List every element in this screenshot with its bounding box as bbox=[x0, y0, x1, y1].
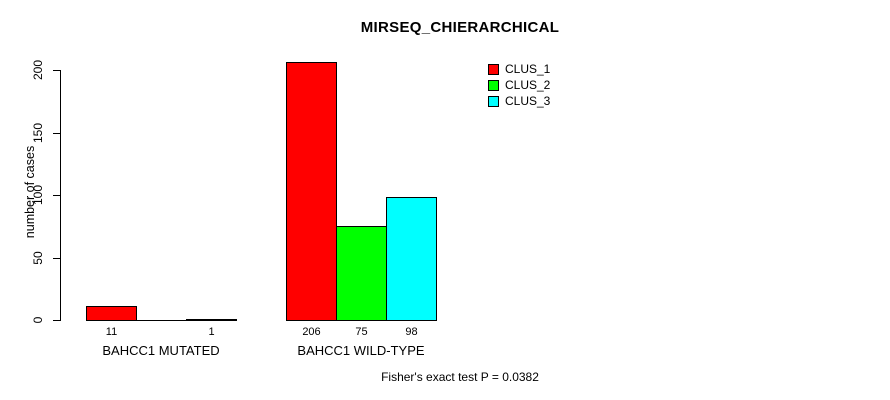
category-label: BAHCC1 WILD-TYPE bbox=[297, 343, 425, 358]
bar-value-label: 75 bbox=[355, 326, 368, 338]
y-axis-tick-label: 100 bbox=[31, 184, 45, 206]
bar-value-label: 98 bbox=[405, 326, 418, 338]
bar bbox=[286, 62, 337, 321]
y-axis-tick bbox=[53, 320, 60, 321]
y-axis-line bbox=[60, 70, 61, 321]
legend-swatch bbox=[488, 64, 499, 75]
bar-value-label: 1 bbox=[208, 326, 215, 338]
legend-swatch bbox=[488, 96, 499, 107]
legend-label: CLUS_1 bbox=[505, 62, 551, 76]
y-axis-tick bbox=[53, 195, 60, 196]
chart-title: MIRSEQ_CHIERARCHICAL bbox=[360, 19, 560, 36]
y-axis-tick-label: 0 bbox=[31, 316, 45, 324]
category-label: BAHCC1 MUTATED bbox=[102, 343, 220, 358]
bar bbox=[336, 226, 387, 321]
y-axis-tick-label: 200 bbox=[31, 59, 45, 81]
bar bbox=[136, 320, 187, 321]
y-axis-tick bbox=[53, 132, 60, 134]
legend-label: CLUS_3 bbox=[505, 94, 551, 108]
y-axis-tick-label: 50 bbox=[31, 250, 45, 265]
bar bbox=[86, 306, 137, 321]
y-axis-tick bbox=[53, 257, 60, 259]
bar bbox=[386, 197, 437, 321]
legend-label: CLUS_2 bbox=[505, 78, 551, 92]
y-axis-tick-label: 150 bbox=[31, 122, 45, 143]
y-axis-tick bbox=[53, 70, 60, 71]
annotation-text: Fisher's exact test P = 0.0382 bbox=[381, 370, 539, 384]
bar-value-label: 206 bbox=[302, 326, 321, 338]
bar-value-label: 11 bbox=[105, 326, 118, 338]
bar bbox=[186, 319, 237, 321]
legend-swatch bbox=[488, 80, 499, 91]
